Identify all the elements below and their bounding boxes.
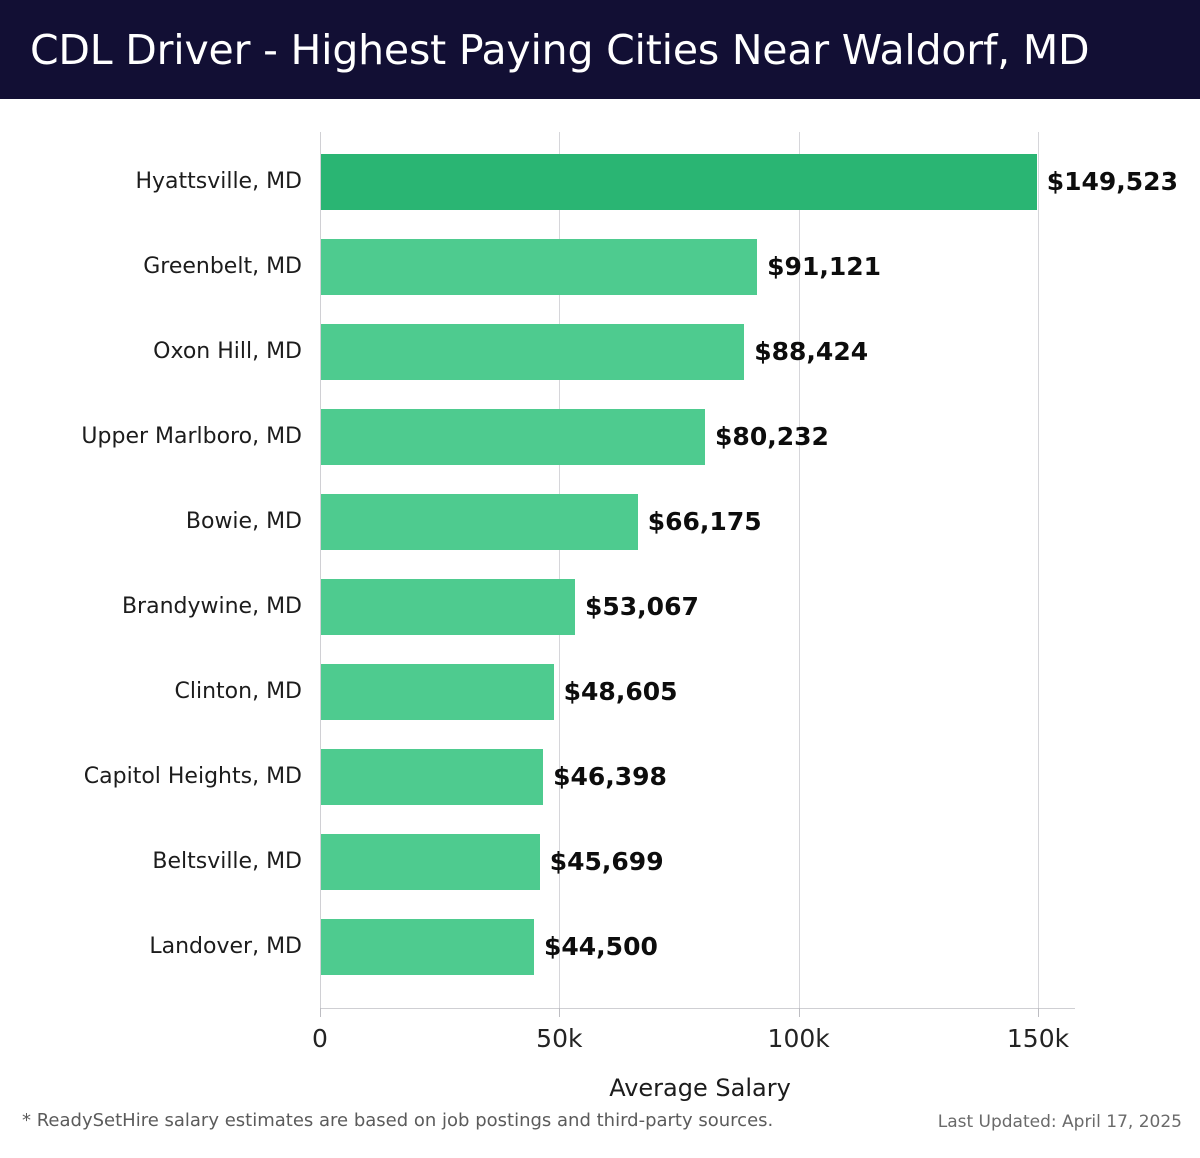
bar-value-label: $66,175 xyxy=(647,507,762,536)
bar[interactable] xyxy=(321,578,575,635)
bar[interactable] xyxy=(321,153,1037,210)
x-axis-title-label: Average Salary xyxy=(609,1074,791,1102)
bar-container: $48,605 xyxy=(321,649,1181,734)
bar[interactable] xyxy=(321,238,758,295)
bar-category-label: Greenbelt, MD xyxy=(143,254,302,279)
x-axis-tick-label: 100k xyxy=(767,1024,830,1053)
bar-row[interactable]: Upper Marlboro, MD $80,232 xyxy=(0,394,1200,479)
footer-last-updated: Last Updated: April 17, 2025 xyxy=(937,1112,1182,1132)
bar-category-label: Landover, MD xyxy=(149,934,302,959)
bar-row[interactable]: Greenbelt, MD $91,121 xyxy=(0,224,1200,309)
bar-container: $66,175 xyxy=(321,479,1181,564)
bar[interactable] xyxy=(321,663,554,720)
gridline xyxy=(798,132,800,1008)
footer-disclaimer: * ReadySetHire salary estimates are base… xyxy=(22,1110,774,1131)
bar[interactable] xyxy=(321,918,534,975)
bar-value-label: $48,605 xyxy=(563,677,678,706)
page-header: CDL Driver - Highest Paying Cities Near … xyxy=(0,0,1200,99)
x-axis-tick-mark xyxy=(559,1008,561,1017)
x-axis-tick-mark xyxy=(320,1008,321,1017)
gridline xyxy=(1038,132,1039,1008)
bar-container: $45,699 xyxy=(321,819,1181,904)
bar-container: $44,500 xyxy=(321,904,1181,989)
bar-row[interactable]: Bowie, MD $66,175 xyxy=(0,479,1200,564)
bar-category-label: Brandywine, MD xyxy=(121,594,302,619)
bar-row[interactable]: Hyattsville, MD $149,523 xyxy=(0,139,1200,224)
x-axis-line xyxy=(320,1008,1075,1009)
bar-category-label: Clinton, MD xyxy=(174,679,302,704)
bar-container: $149,523 xyxy=(321,139,1181,224)
x-axis-tick-label: 50k xyxy=(536,1024,583,1053)
bar-row[interactable]: Clinton, MD $48,605 xyxy=(0,649,1200,734)
bar-row[interactable]: Oxon Hill, MD $88,424 xyxy=(0,309,1200,394)
bar[interactable] xyxy=(321,408,706,465)
bar-value-label: $46,398 xyxy=(553,762,667,791)
x-axis-tick-mark xyxy=(798,1008,800,1017)
bar-category-label: Upper Marlboro, MD xyxy=(81,424,302,449)
bar-row[interactable]: Brandywine, MD $53,067 xyxy=(0,564,1200,649)
bar[interactable] xyxy=(321,323,745,380)
bar-container: $91,121 xyxy=(321,224,1181,309)
bar-category-label: Capitol Heights, MD xyxy=(83,764,302,789)
y-axis-line xyxy=(320,132,321,1008)
gridline xyxy=(559,132,561,1008)
page-footer: * ReadySetHire salary estimates are base… xyxy=(0,1110,1200,1158)
bar-row[interactable]: Capitol Heights, MD $46,398 xyxy=(0,734,1200,819)
x-axis-tick-label: 150k xyxy=(1006,1024,1070,1053)
bar-category-label: Hyattsville, MD xyxy=(135,169,302,194)
bar-container: $80,232 xyxy=(321,394,1181,479)
x-axis-tick-mark xyxy=(1038,1008,1039,1017)
bar-container: $53,067 xyxy=(321,564,1181,649)
bar-value-label: $53,067 xyxy=(585,592,699,621)
bar-category-label: Oxon Hill, MD xyxy=(153,339,302,364)
bar[interactable] xyxy=(321,833,540,890)
bar-row[interactable]: Beltsville, MD $45,699 xyxy=(0,819,1200,904)
page-title: CDL Driver - Highest Paying Cities Near … xyxy=(30,25,1090,74)
bar-value-label: $44,500 xyxy=(544,932,658,961)
bar-value-label: $91,121 xyxy=(767,252,882,281)
bar-category-label: Bowie, MD xyxy=(185,509,302,534)
bar[interactable] xyxy=(321,493,638,550)
bar-value-label: $80,232 xyxy=(715,422,829,451)
x-axis-title: Average Salary xyxy=(0,1074,1200,1102)
bar-value-label: $88,424 xyxy=(754,337,869,366)
bar-row[interactable]: Landover, MD $44,500 xyxy=(0,904,1200,989)
bar-chart: Hyattsville, MD $149,523 Greenbelt, MD $91,… xyxy=(0,99,1200,1102)
bar-value-label: $149,523 xyxy=(1046,167,1178,196)
bar[interactable] xyxy=(321,748,544,805)
bar-category-label: Beltsville, MD xyxy=(152,849,302,874)
bar-container: $46,398 xyxy=(321,734,1181,819)
bar-value-label: $45,699 xyxy=(549,847,664,876)
x-axis-tick-label: 0 xyxy=(312,1024,328,1053)
bar-container: $88,424 xyxy=(321,309,1181,394)
